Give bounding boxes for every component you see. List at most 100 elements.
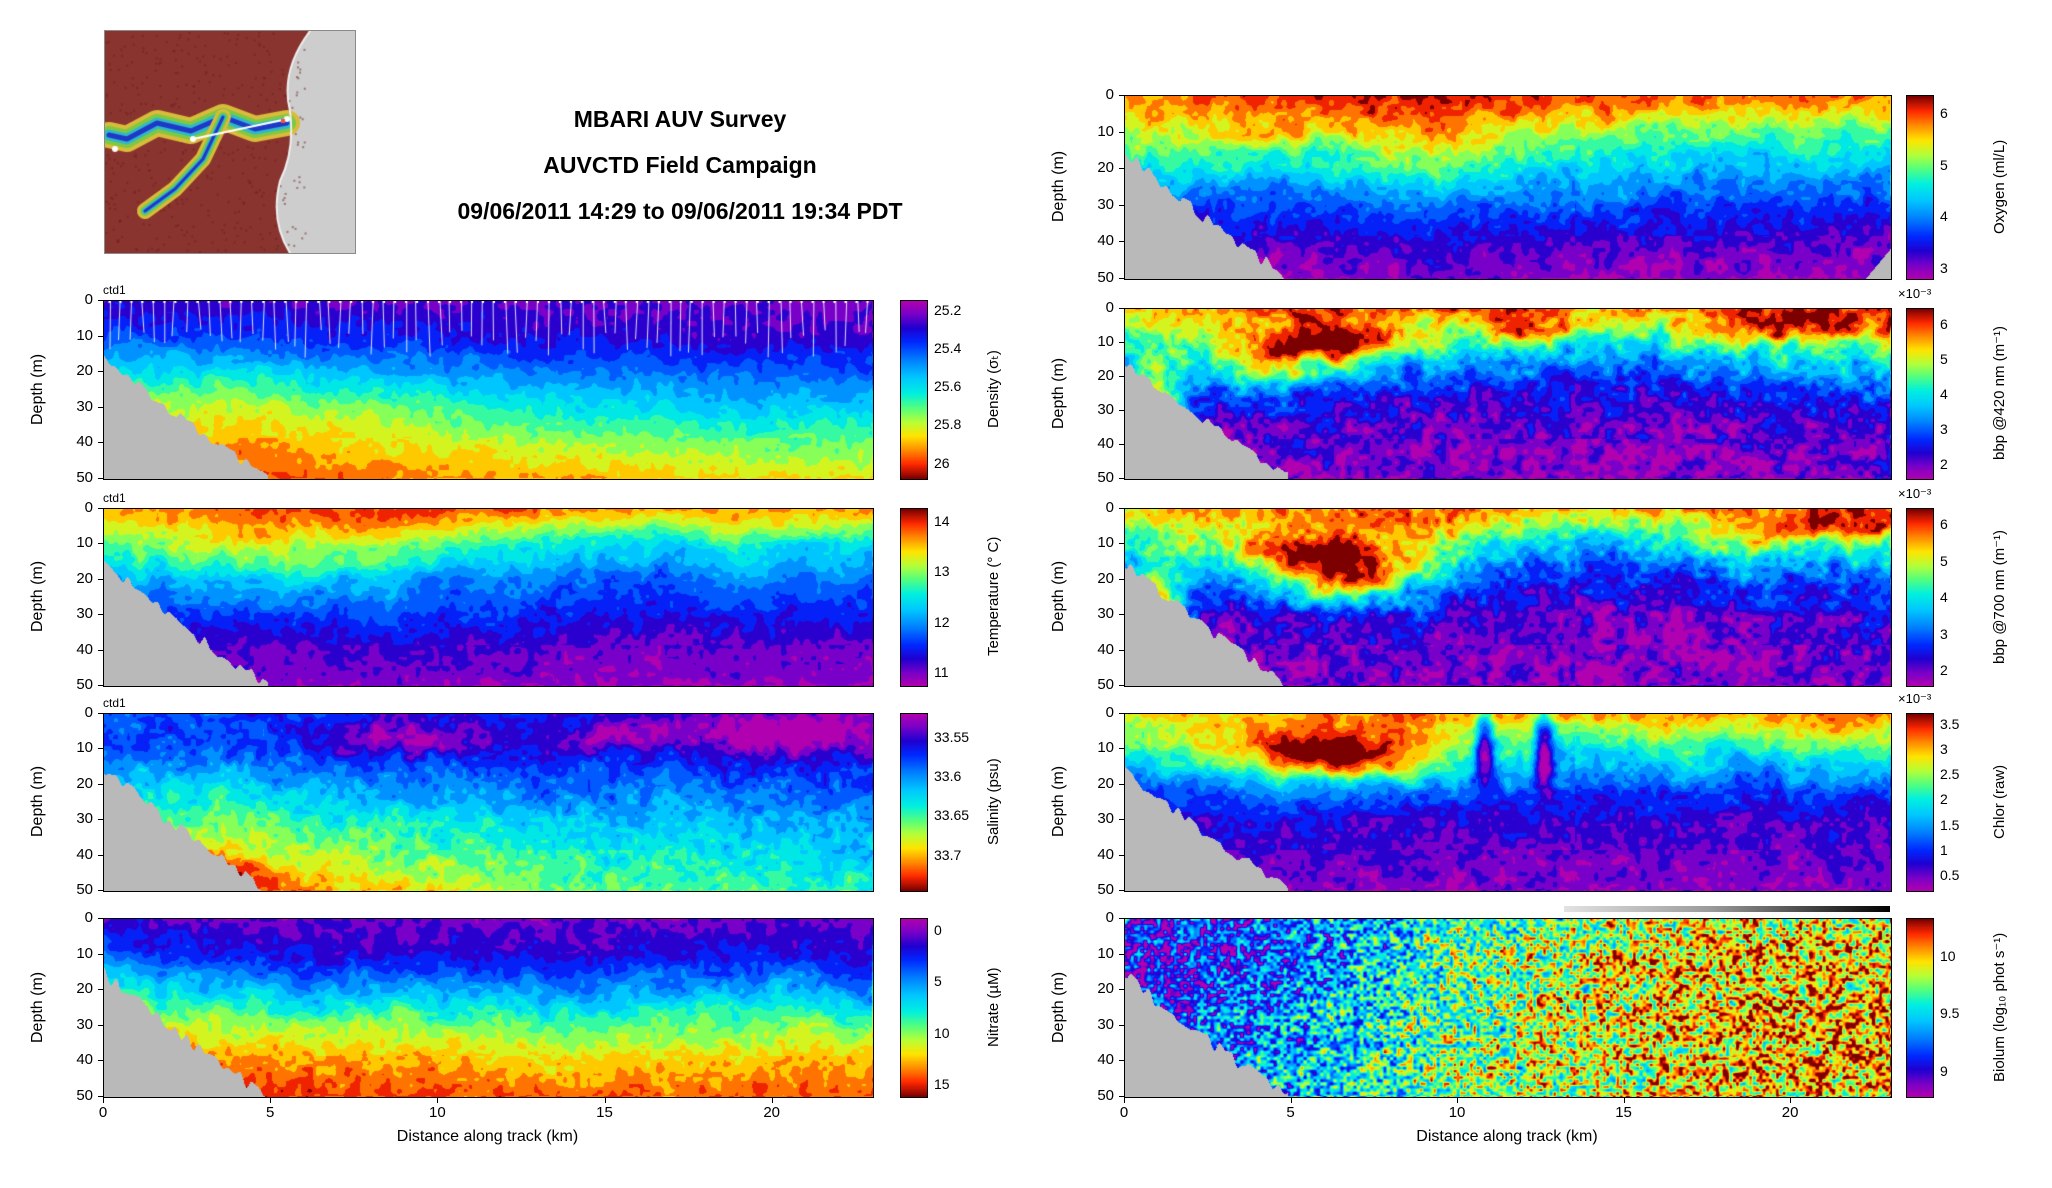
depth-tick-label: 30 [76, 1015, 93, 1033]
chlor-depth-axis-label: Depth (m) [1050, 765, 1067, 838]
depth-tick-mark [1119, 954, 1124, 955]
depth-tick-label: 50 [1097, 469, 1114, 486]
depth-tick-label: 30 [76, 605, 93, 623]
depth-tick-mark [98, 543, 103, 544]
bbp700-colorbar [1906, 508, 1934, 687]
colorbar-tick-label: 3 [1940, 741, 1948, 758]
depth-tick-mark [1119, 444, 1124, 445]
depth-tick-mark [1119, 376, 1124, 377]
colorbar-tick-label: 5 [1940, 350, 1948, 367]
depth-tick-mark [98, 579, 103, 580]
nitrate-section-heatmap [103, 918, 874, 1098]
density-colorbar [900, 300, 928, 480]
depth-tick-mark [98, 989, 103, 990]
depth-tick-label: 10 [1097, 944, 1114, 962]
depth-tick-mark [1119, 410, 1124, 411]
x-tick-label: 5 [266, 1104, 275, 1121]
biolum-grayscale-strip [1564, 906, 1890, 912]
depth-tick-mark [1119, 685, 1124, 686]
depth-tick-mark [1119, 342, 1124, 343]
depth-tick-mark [1119, 308, 1124, 309]
depth-tick-label: 10 [1097, 534, 1114, 552]
colorbar-tick-label: 6 [1940, 105, 1948, 122]
depth-tick-label: 50 [1097, 269, 1114, 286]
colorbar-tick-label: 25.8 [934, 416, 962, 433]
depth-tick-mark [1119, 1060, 1124, 1061]
x-tick-mark [270, 1098, 271, 1103]
depth-tick-label: 0 [84, 291, 93, 308]
depth-tick-mark [98, 478, 103, 479]
colorbar-tick-label: 2.5 [1940, 766, 1960, 783]
salinity-colorbar [900, 713, 928, 892]
x-tick-mark [1457, 1098, 1458, 1103]
colorbar-tick-label: 3 [1940, 259, 1948, 276]
depth-tick-label: 20 [1097, 774, 1114, 792]
depth-tick-label: 10 [1097, 739, 1114, 757]
x-tick-label: 20 [763, 1104, 781, 1121]
depth-tick-mark [1119, 713, 1124, 714]
depth-tick-mark [98, 407, 103, 408]
depth-tick-mark [98, 371, 103, 372]
depth-tick-mark [98, 650, 103, 651]
depth-tick-label: 50 [76, 469, 93, 486]
bbp700-depth-axis-label: Depth (m) [1050, 560, 1067, 633]
density-colorbar-label: Density (σₜ) [985, 350, 1002, 428]
depth-tick-mark [98, 442, 103, 443]
depth-tick-mark [1119, 918, 1124, 919]
depth-tick-mark [98, 954, 103, 955]
bbp420-section-heatmap [1124, 308, 1892, 480]
salinity-colorbar-label: Salinity (psu) [985, 758, 1002, 845]
depth-tick-label: 20 [1097, 569, 1114, 587]
x-tick-label: 10 [1448, 1104, 1466, 1121]
colorbar-tick-label: 6 [1940, 516, 1948, 533]
nitrate-depth-axis-label: Depth (m) [29, 971, 46, 1043]
depth-tick-label: 20 [76, 569, 93, 587]
depth-tick-mark [1119, 278, 1124, 279]
colorbar-tick-label: 10 [1940, 947, 1956, 964]
depth-tick-mark [98, 819, 103, 820]
depth-tick-label: 50 [1097, 676, 1114, 693]
depth-tick-mark [1119, 614, 1124, 615]
colorbar-tick-label: 9.5 [1940, 1005, 1960, 1022]
x-tick-mark [1291, 1098, 1292, 1103]
x-tick-label: 0 [1119, 1104, 1129, 1121]
depth-tick-label: 0 [1105, 499, 1114, 516]
x-tick-label: 0 [98, 1104, 108, 1121]
depth-tick-label: 30 [1097, 195, 1114, 213]
depth-tick-label: 40 [76, 845, 93, 863]
depth-tick-label: 40 [1097, 232, 1114, 250]
depth-tick-label: 20 [76, 362, 93, 380]
depth-tick-label: 40 [1097, 1051, 1114, 1069]
depth-tick-mark [98, 685, 103, 686]
depth-tick-label: 10 [76, 944, 93, 962]
x-tick-mark [1124, 1098, 1125, 1103]
bbp420-colorbar [1906, 308, 1934, 480]
colorbar-tick-label: 1.5 [1940, 816, 1960, 833]
colorbar-tick-label: 33.55 [934, 728, 970, 745]
depth-tick-label: 20 [76, 774, 93, 792]
biolum-section-heatmap [1124, 918, 1892, 1098]
bbp420-depth-axis-label: Depth (m) [1050, 357, 1067, 429]
colorbar-tick-label: 5 [934, 973, 942, 990]
depth-tick-mark [1119, 1025, 1124, 1026]
colorbar-tick-label: 12 [934, 613, 950, 630]
depth-tick-label: 30 [1097, 401, 1114, 418]
biolum-depth-axis-label: Depth (m) [1050, 971, 1067, 1043]
depth-tick-label: 10 [76, 739, 93, 757]
density-section-heatmap [103, 300, 874, 480]
depth-tick-label: 20 [1097, 159, 1114, 177]
x-tick-label: 10 [429, 1104, 446, 1121]
nitrate-colorbar-label: Nitrate (µM) [985, 967, 1002, 1047]
colorbar-tick-label: 10 [934, 1024, 950, 1041]
depth-tick-mark [98, 748, 103, 749]
depth-tick-label: 40 [1097, 640, 1114, 658]
depth-tick-label: 0 [1105, 86, 1114, 103]
temperature-colorbar [900, 508, 928, 687]
colorbar-tick-label: 33.65 [934, 807, 970, 824]
colorbar-tick-label: 4 [1940, 385, 1948, 402]
nitrate-x-axis-label: Distance along track (km) [396, 1128, 579, 1145]
temperature-depth-axis-label: Depth (m) [29, 560, 46, 633]
oxygen-depth-axis-label: Depth (m) [1050, 150, 1067, 223]
depth-tick-mark [98, 1025, 103, 1026]
depth-tick-mark [98, 1096, 103, 1097]
